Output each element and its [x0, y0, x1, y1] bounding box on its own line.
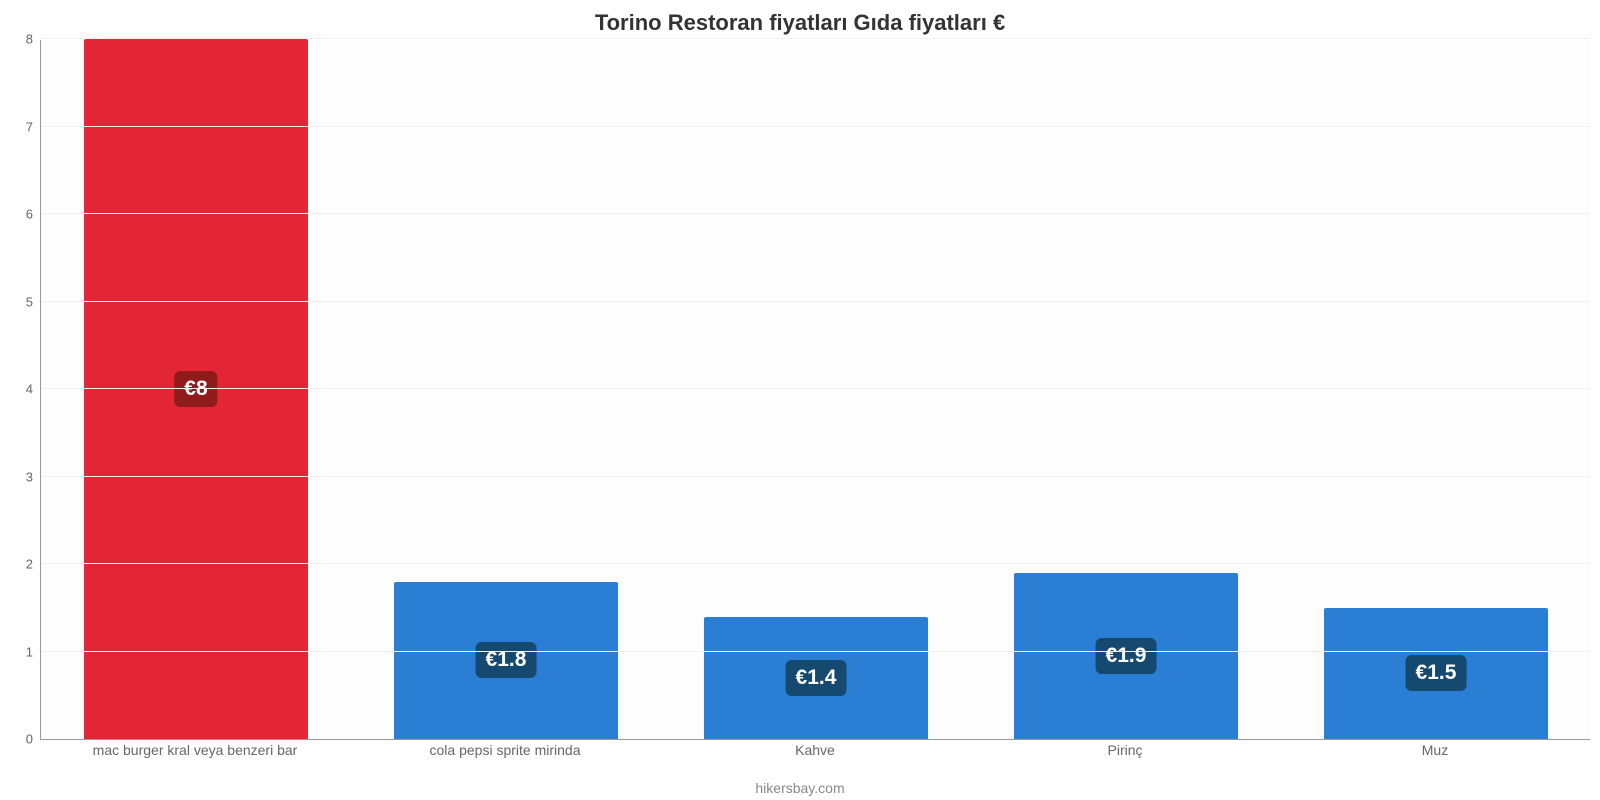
bar-slot: €8 — [84, 40, 307, 739]
y-tick-label: 2 — [11, 557, 41, 572]
bars-container: €8 €1.8 €1.4 €1.9 €1.5 — [41, 40, 1590, 739]
y-tick-label: 8 — [11, 32, 41, 47]
y-tick-label: 3 — [11, 469, 41, 484]
plot-area: €8€1.8€1.4€1.9€1.5 012345678 — [40, 40, 1590, 740]
value-badge: €1.8 — [476, 642, 537, 678]
chart-footer: hikersbay.com — [0, 780, 1600, 796]
bar-slot: €1.4 — [704, 40, 927, 739]
gridline — [41, 476, 1590, 477]
value-badge: €1.4 — [786, 660, 847, 696]
value-badge: €8 — [174, 371, 217, 407]
gridline — [41, 38, 1590, 39]
chart-title: Torino Restoran fiyatları Gıda fiyatları… — [0, 10, 1600, 36]
bar-slot: €1.5 — [1324, 40, 1547, 739]
x-axis-label: mac burger kral veya benzeri bar — [93, 742, 298, 758]
y-tick-label: 7 — [11, 119, 41, 134]
bar-slot: €1.8 — [394, 40, 617, 739]
gridline — [41, 651, 1590, 652]
bar-slot: €1.9 — [1014, 40, 1237, 739]
y-tick-label: 4 — [11, 382, 41, 397]
value-badge: €1.9 — [1096, 638, 1157, 674]
y-tick-label: 0 — [11, 732, 41, 747]
y-tick-label: 5 — [11, 294, 41, 309]
x-axis-label: cola pepsi sprite mirinda — [430, 742, 581, 758]
x-axis-label: Pirinç — [1107, 742, 1142, 758]
y-tick-label: 6 — [11, 207, 41, 222]
x-axis-label: Kahve — [795, 742, 835, 758]
gridline — [41, 388, 1590, 389]
y-tick-label: 1 — [11, 644, 41, 659]
gridline — [41, 126, 1590, 127]
gridline — [41, 213, 1590, 214]
gridline — [41, 563, 1590, 564]
x-axis-labels: mac burger kral veya benzeri bar cola pep… — [40, 742, 1590, 782]
gridline — [41, 301, 1590, 302]
value-badge: €1.5 — [1406, 655, 1467, 691]
x-axis-label: Muz — [1422, 742, 1448, 758]
price-bar-chart: Torino Restoran fiyatları Gıda fiyatları… — [0, 0, 1600, 800]
